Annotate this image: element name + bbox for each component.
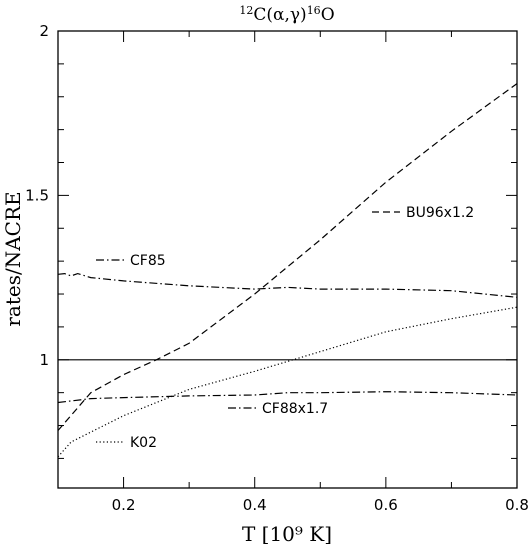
- y-axis-title: rates/NACRE: [1, 191, 25, 326]
- x-tick-label: 0.6: [374, 496, 398, 514]
- chart-title: 12C(α,γ)16O: [239, 4, 334, 25]
- tick-labels: 0.2 0.4 0.6 0.8 1 1.5 2: [25, 22, 529, 514]
- x-tick-label: 0.2: [112, 496, 136, 514]
- x-tick-label: 0.8: [505, 496, 529, 514]
- legend-label-bu96x1-2: BU96x1.2: [406, 205, 474, 221]
- title-main: C(α,γ): [253, 5, 306, 25]
- x-axis-title: T [10⁹ K]: [242, 522, 332, 546]
- series-line-cf85: [57, 272, 518, 298]
- title-end: O: [321, 5, 335, 25]
- legend-label-cf85: CF85: [130, 253, 166, 269]
- title-superscript-16: 16: [307, 4, 321, 17]
- plot-frame: [57, 30, 518, 489]
- series-line-bu96x1-2: [57, 83, 518, 431]
- title-superscript-12: 12: [239, 4, 253, 17]
- y-tick-label: 1.5: [25, 186, 49, 204]
- axis-ticks: [57, 30, 518, 488]
- x-tick-label: 0.4: [243, 496, 267, 514]
- series-line-k02: [57, 306, 518, 458]
- legend-label-cf88x1-7: CF88x1.7: [262, 401, 328, 417]
- series-line-cf88x1-7: [57, 391, 518, 404]
- plot-marks: [57, 83, 518, 458]
- y-tick-label: 1: [39, 351, 49, 369]
- legend-label-k02: K02: [130, 435, 157, 451]
- legend: BU96x1.2 CF85 CF88x1.7 K02: [96, 205, 474, 451]
- y-tick-label: 2: [39, 22, 49, 40]
